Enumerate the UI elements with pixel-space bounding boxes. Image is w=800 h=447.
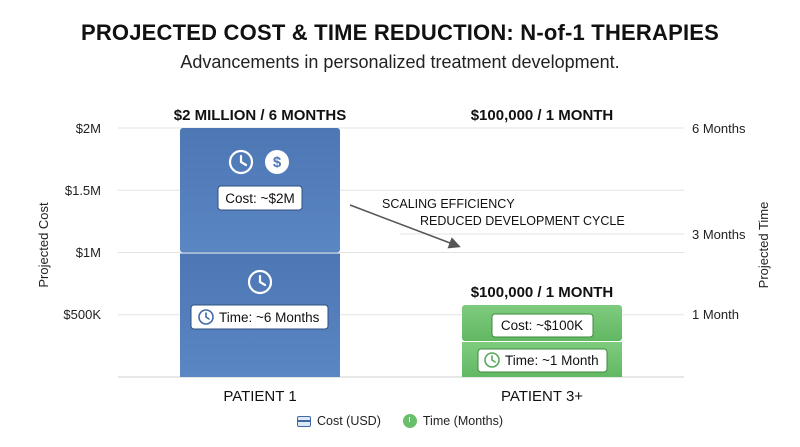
y-right-axis-title: Projected Time (756, 202, 771, 289)
chart-subtitle: Advancements in personalized treatment d… (180, 52, 620, 72)
category-label-patient-1: PATIENT 1 (223, 388, 296, 405)
y-right-tick: 3 Months (692, 227, 746, 242)
chart-title: PROJECTED COST & TIME REDUCTION: N-of-1 … (80, 20, 720, 45)
y-right-tick: 6 Months (692, 121, 746, 136)
legend-label-cost: Cost (USD) (316, 414, 381, 428)
clock-icon (484, 352, 500, 368)
svg-text:$: $ (273, 154, 282, 171)
clock-icon (247, 269, 273, 295)
legend-item-cost: Cost (USD) (296, 414, 381, 428)
dollar-icon: $ (265, 150, 289, 174)
y-right-tick: 1 Month (692, 307, 739, 322)
top-header-right: $100,000 / 1 MONTH (471, 107, 614, 124)
cost-label-patient-3: Cost: ~$100K (491, 313, 594, 338)
y-left-axis-title: Projected Cost (36, 202, 51, 288)
clock-icon (198, 309, 214, 325)
legend-label-time: Time (Months) (422, 414, 503, 428)
time-label-patient-3: Time: ~1 Month (477, 348, 608, 373)
y-left-tick: $1M (76, 245, 101, 260)
annotation-reduced-cycle: REDUCED DEVELOPMENT CYCLE (420, 214, 625, 228)
efficiency-arrow (349, 204, 461, 249)
svg-text:Cost: ~$2M: Cost: ~$2M (225, 191, 294, 206)
y-left-tick: $1.5M (65, 183, 101, 198)
cost-label-patient-1: Cost: ~$2M (217, 185, 303, 211)
svg-text:Time: ~6 Months: Time: ~6 Months (219, 310, 320, 325)
clock-icon (402, 414, 417, 428)
y-left-tick: $500K (63, 307, 101, 322)
time-label-patient-1: Time: ~6 Months (190, 304, 329, 330)
clock-icon (228, 149, 254, 175)
legend-item-time: Time (Months) (402, 414, 503, 428)
y-left-tick: $2M (76, 121, 101, 136)
svg-text:Cost: ~$100K: Cost: ~$100K (501, 318, 583, 333)
bar-header-patient-1: $2 MILLION / 6 MONTHS (174, 107, 347, 124)
legend: Cost (USD) Time (Months) (0, 414, 800, 428)
annotation-scaling: SCALING EFFICIENCY (382, 197, 515, 211)
bar-header-patient-3: $100,000 / 1 MONTH (471, 284, 614, 301)
card-icon (296, 415, 311, 427)
svg-text:Time: ~1 Month: Time: ~1 Month (505, 353, 599, 368)
category-label-patient-3: PATIENT 3+ (501, 388, 583, 405)
